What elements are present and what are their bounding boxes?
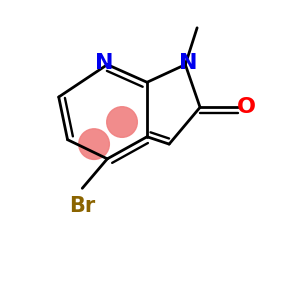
Text: N: N bbox=[95, 53, 114, 73]
Circle shape bbox=[79, 129, 110, 159]
Text: N: N bbox=[179, 53, 197, 73]
Text: Br: Br bbox=[69, 196, 95, 216]
Text: O: O bbox=[237, 97, 256, 117]
Circle shape bbox=[107, 107, 137, 137]
